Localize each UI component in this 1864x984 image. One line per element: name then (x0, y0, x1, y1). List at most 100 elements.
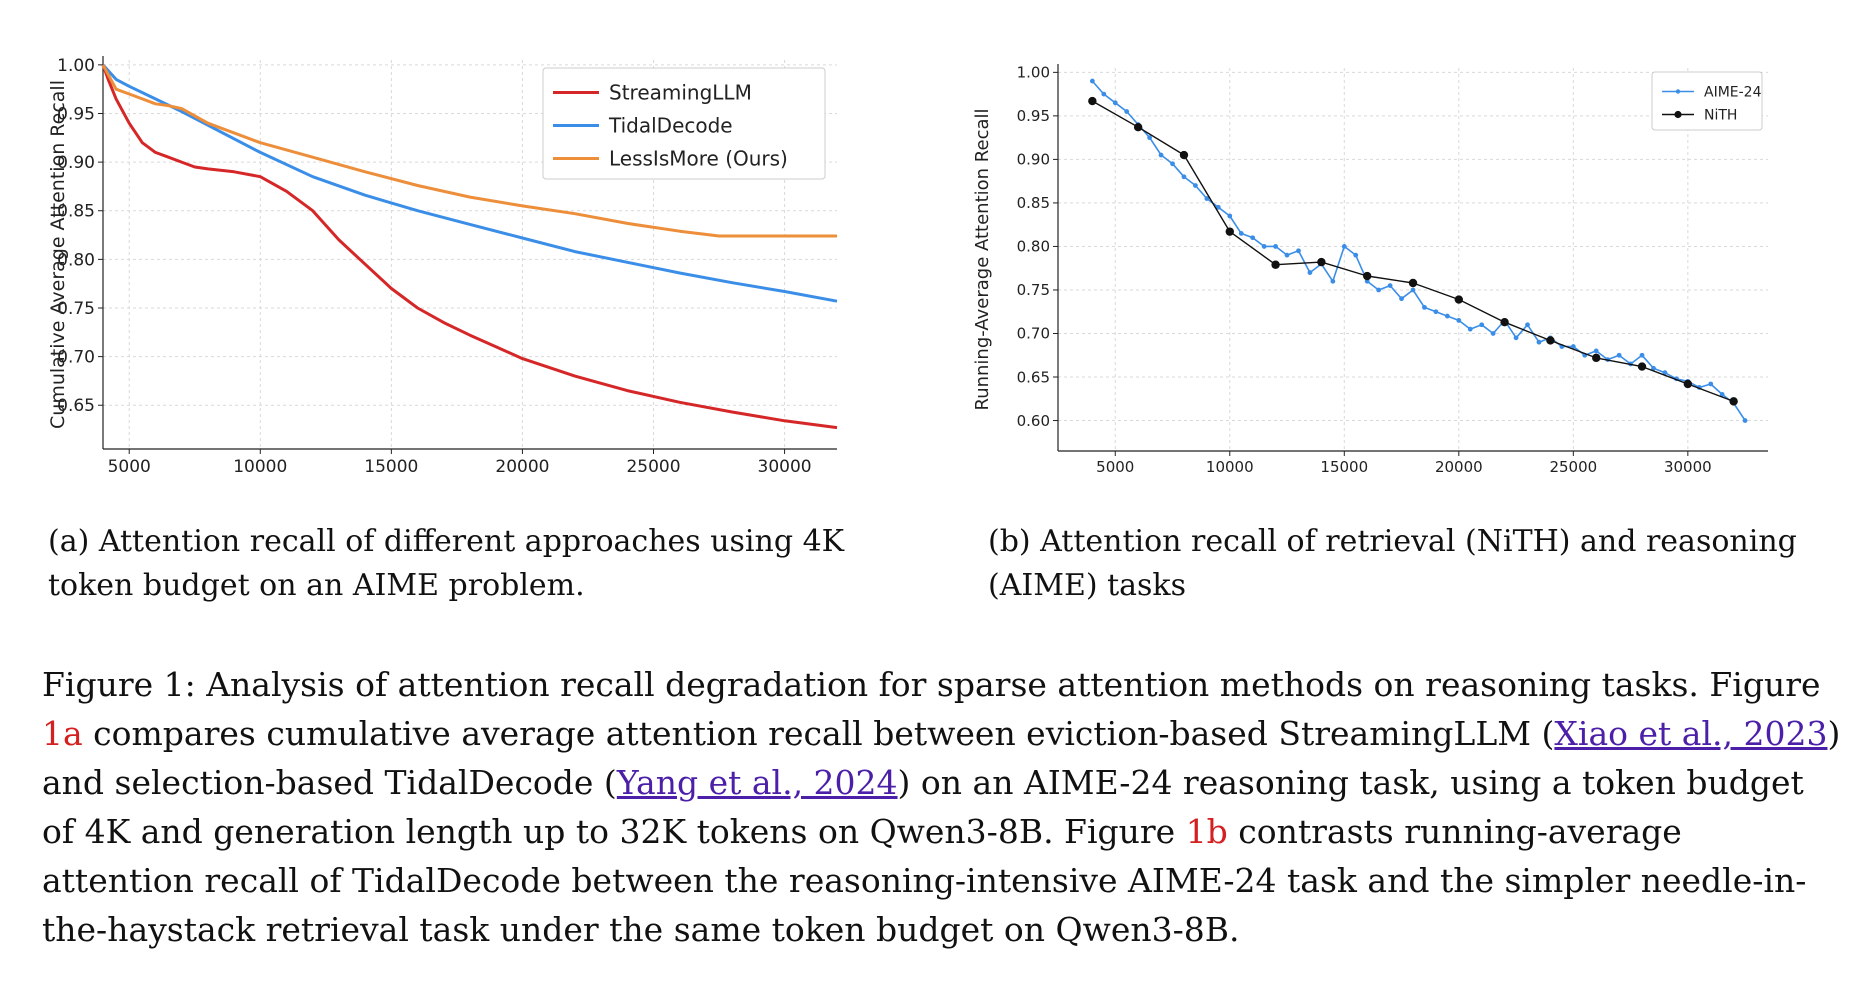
data-point-aime-24 (1536, 339, 1542, 345)
caption-text-5: contrasts running-average attention reca… (42, 812, 1807, 949)
x-tick-label: 25000 (626, 457, 680, 477)
citation-link-yang[interactable]: Yang et al., 2024 (616, 763, 898, 802)
series-line-lessismore-ours (101, 64, 837, 238)
x-tick-label: 10000 (233, 457, 287, 477)
y-tick-label: 0.65 (57, 396, 95, 416)
data-point-aime-24 (1215, 204, 1221, 210)
caption-text-4: ) on an AIME-24 reasoning task, using a … (42, 763, 1804, 851)
figure-ref-1a[interactable]: 1a (42, 714, 83, 753)
data-point-nith (1546, 336, 1555, 345)
data-point-aime-24 (1570, 344, 1576, 349)
series-line-tidaldecode (101, 63, 838, 303)
legend-marker (1674, 110, 1682, 119)
data-point-aime-24 (1341, 244, 1347, 249)
data-point-aime-24 (1456, 318, 1462, 323)
figure-ref-1b[interactable]: 1b (1185, 812, 1228, 851)
x-tick-label: 30000 (758, 457, 812, 477)
data-point-nith (1408, 278, 1418, 288)
data-point-aime-24 (1238, 230, 1244, 236)
data-point-aime-24 (1490, 331, 1496, 336)
data-point-nith (1362, 271, 1372, 281)
legend-label: StreamingLLM (609, 81, 752, 105)
data-point-aime-24 (1284, 252, 1290, 258)
data-point-aime-24 (1410, 287, 1416, 293)
series-line-aime-24 (1091, 80, 1746, 421)
data-point-nith (1729, 397, 1738, 406)
data-point-aime-24 (1124, 109, 1130, 114)
data-point-aime-24 (1376, 287, 1382, 293)
data-point-aime-24 (1089, 78, 1095, 84)
subcaption-b: (b) Attention recall of retrieval (NiTH)… (988, 524, 1797, 603)
caption-text-1: Figure 1: Analysis of attention recall d… (42, 665, 1821, 704)
data-point-aime-24 (1307, 270, 1313, 275)
subcaption-a: (a) Attention recall of different approa… (48, 524, 845, 603)
y-tick-label: 0.70 (57, 348, 95, 368)
data-point-aime-24 (1742, 418, 1748, 423)
x-tick-label: 20000 (1435, 458, 1483, 476)
data-point-aime-24 (1525, 322, 1530, 328)
y-tick-label: 0.90 (1017, 151, 1050, 169)
y-tick-label: 0.85 (1017, 194, 1050, 212)
x-tick-label: 5000 (108, 457, 151, 477)
legend-marker (1675, 89, 1681, 94)
legend-label: AIME-24 (1704, 85, 1762, 101)
y-tick-label: 1.00 (1017, 64, 1050, 82)
y-tick-label: 0.90 (57, 153, 95, 173)
y-tick-label: 0.65 (1017, 368, 1050, 386)
y-tick-label: 1.00 (57, 56, 95, 76)
data-point-aime-24 (1181, 174, 1187, 180)
y-tick-label: 0.95 (1017, 107, 1050, 125)
x-tick-label: 10000 (1206, 458, 1254, 476)
data-point-aime-24 (1651, 365, 1656, 371)
data-point-aime-24 (1147, 135, 1153, 141)
data-point-aime-24 (1170, 161, 1175, 167)
data-point-aime-24 (1112, 100, 1118, 106)
data-point-aime-24 (1261, 244, 1267, 249)
data-point-aime-24 (1158, 152, 1164, 158)
x-tick-label: 30000 (1664, 458, 1712, 476)
y-tick-label: 0.70 (1017, 325, 1050, 343)
data-point-aime-24 (1639, 352, 1645, 358)
legend-box (542, 67, 826, 180)
data-point-aime-24 (1296, 248, 1301, 254)
data-point-aime-24 (1467, 326, 1473, 332)
data-point-nith (1317, 257, 1326, 267)
data-point-aime-24 (1353, 252, 1359, 258)
x-axis-label: Generation Length (381, 479, 559, 480)
data-point-aime-24 (1444, 313, 1450, 319)
data-point-nith (1179, 150, 1189, 160)
legend-label: TidalDecode (608, 114, 733, 138)
y-tick-label: 0.75 (57, 299, 95, 319)
data-point-aime-24 (1593, 348, 1599, 354)
data-point-aime-24 (1719, 392, 1725, 397)
caption-text-3: ) and selection-based TidalDecode ( (42, 714, 1841, 802)
y-tick-label: 0.95 (57, 104, 95, 124)
data-point-nith (1683, 379, 1693, 389)
citation-link-xiao[interactable]: Xiao et al., 2023 (1554, 714, 1828, 753)
y-tick-label: 0.80 (1017, 238, 1050, 256)
x-tick-label: 15000 (364, 457, 418, 477)
data-point-aime-24 (1193, 183, 1198, 188)
data-point-nith (1500, 317, 1509, 327)
data-point-aime-24 (1479, 322, 1485, 328)
data-point-aime-24 (1330, 278, 1336, 284)
data-point-aime-24 (1616, 352, 1622, 358)
data-point-nith (1637, 362, 1647, 371)
y-tick-label: 0.75 (1017, 281, 1050, 299)
y-tick-label: 0.80 (57, 250, 95, 270)
data-point-nith (1592, 353, 1601, 363)
chart-a: 5000 10000 15000 20000 25000 30000 0.65 0.70 0.7… (47, 56, 838, 480)
figure-caption: Figure 1: Analysis of attention recall d… (42, 660, 1842, 954)
data-point-aime-24 (1708, 381, 1714, 387)
series-line-nith (1092, 100, 1734, 403)
data-point-aime-24 (1227, 213, 1233, 219)
y-axis-label: Running-Average Attention Recall (972, 109, 993, 411)
data-point-aime-24 (1387, 283, 1393, 289)
y-axis-label: Cumulative Average Attention Recall (47, 80, 69, 429)
x-tick-label: 15000 (1320, 458, 1368, 476)
y-tick-label: 0.60 (1017, 412, 1050, 430)
caption-text-2: compares cumulative average attention re… (82, 714, 1555, 753)
data-point-nith (1088, 96, 1097, 106)
data-point-aime-24 (1399, 296, 1404, 302)
data-point-aime-24 (1433, 309, 1439, 315)
